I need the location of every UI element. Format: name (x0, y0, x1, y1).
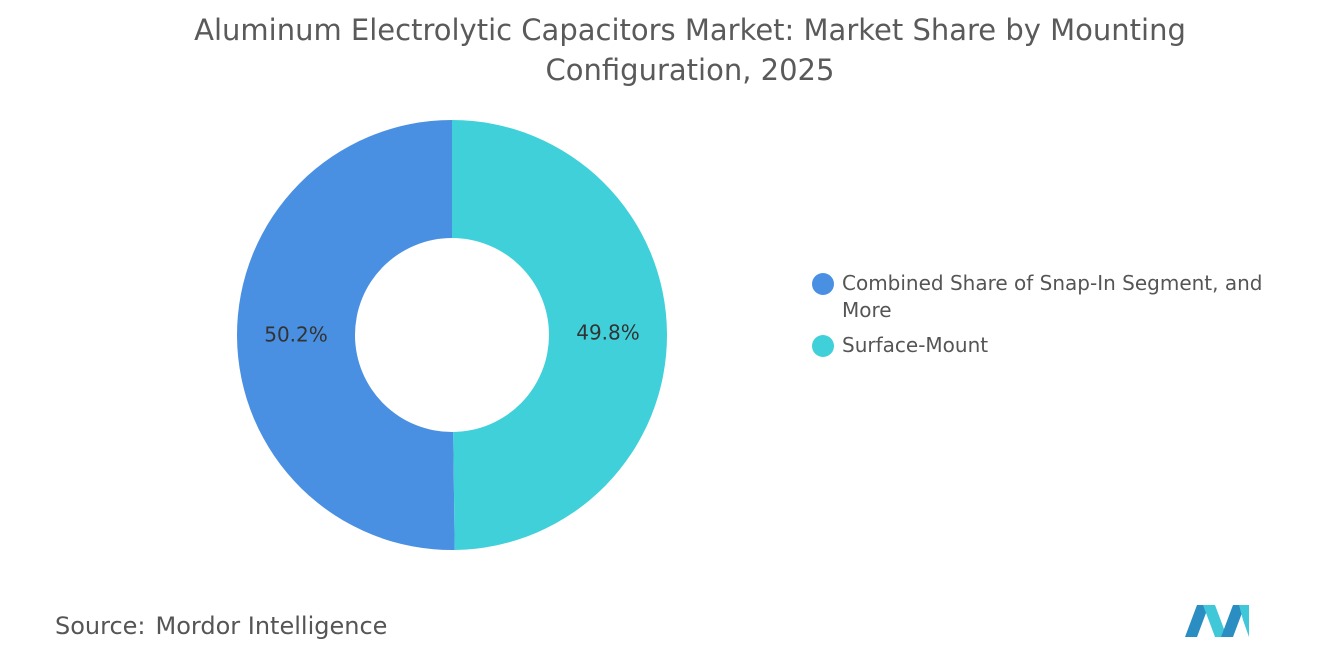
legend-item: Combined Share of Snap-In Segment, and M… (812, 270, 1282, 324)
source-label: Source: (55, 612, 146, 640)
slice-label: 50.2% (264, 322, 328, 346)
pie-slice (452, 120, 668, 550)
source-text: Mordor Intelligence (155, 612, 388, 640)
legend-label: Combined Share of Snap-In Segment, and M… (842, 271, 1263, 322)
legend-marker (812, 273, 834, 295)
logo (1185, 605, 1249, 637)
pie-slice (237, 120, 455, 550)
chart-title: Aluminum Electrolytic Capacitors Market:… (194, 13, 1186, 87)
legend: Combined Share of Snap-In Segment, and M… (812, 270, 1282, 367)
slice-label: 49.8% (576, 321, 640, 345)
legend-label: Surface-Mount (842, 333, 989, 357)
legend-marker (812, 335, 834, 357)
legend-item: Surface-Mount (812, 332, 1282, 359)
source: Source: Mordor Intelligence (55, 612, 387, 640)
